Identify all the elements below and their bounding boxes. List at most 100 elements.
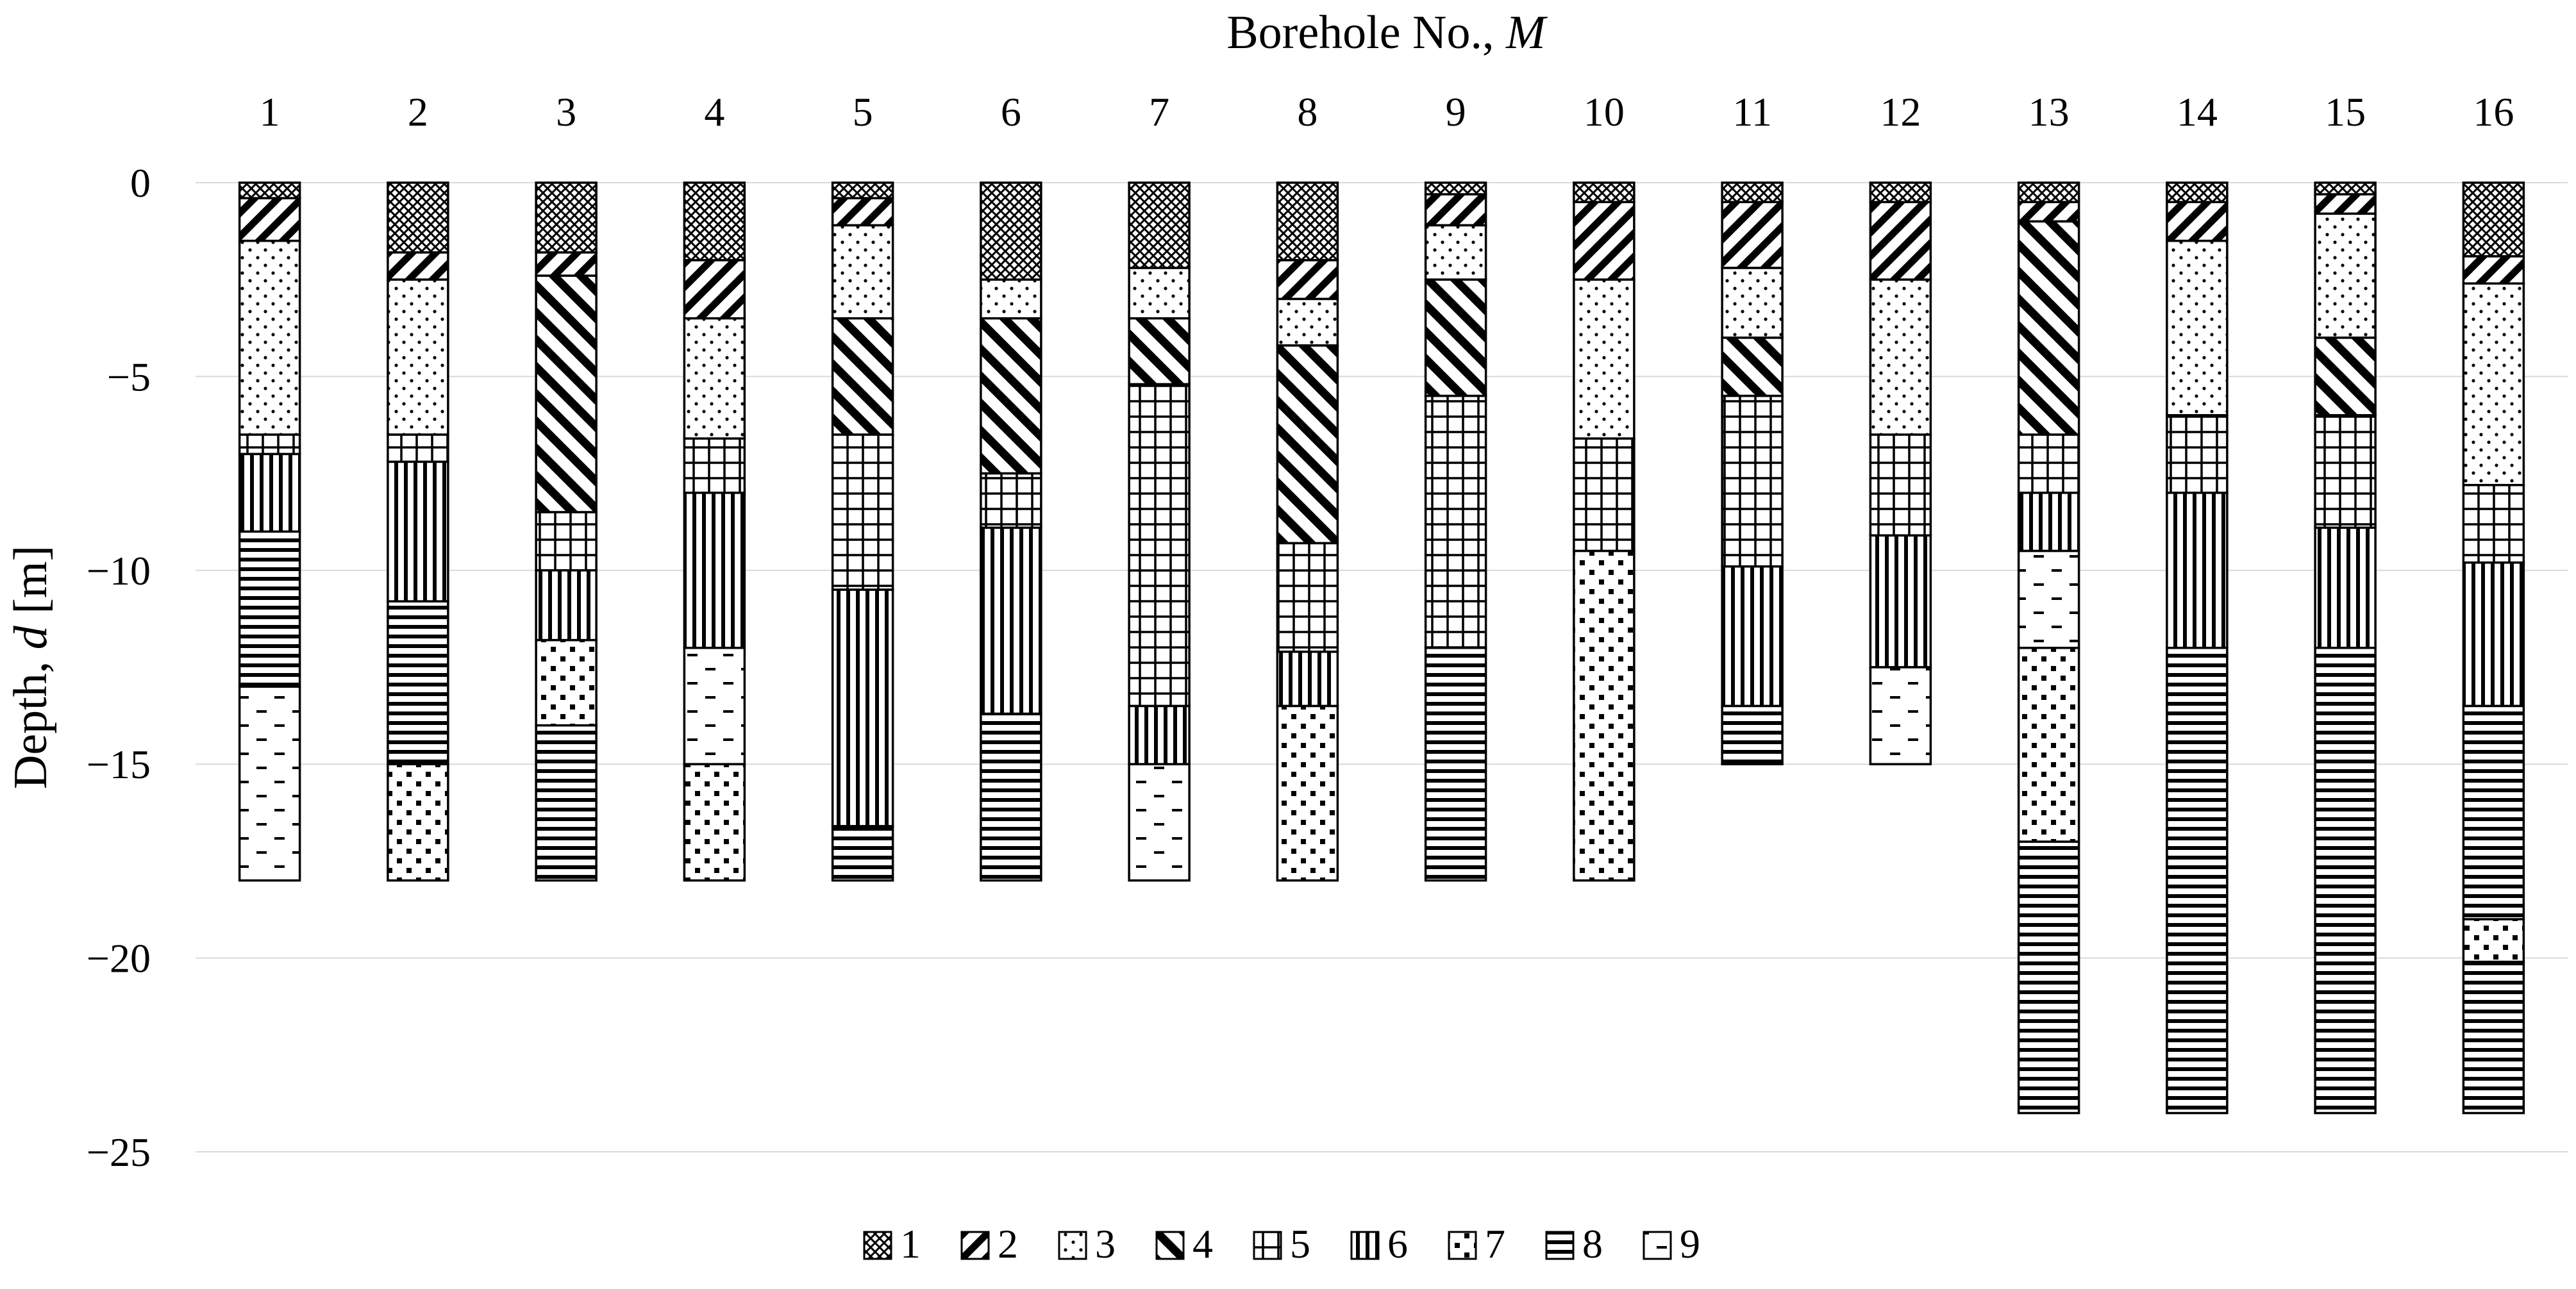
layer-segment	[980, 317, 1042, 475]
layer-segment	[1573, 278, 1635, 440]
legend-swatch	[863, 1231, 892, 1260]
layer-segment	[1721, 565, 1784, 708]
layer-segment	[2462, 181, 2525, 258]
layer-segment	[238, 239, 301, 436]
legend: 1 2 3 4 5 6 7 8 9	[863, 1221, 1700, 1267]
layer-segment	[1869, 534, 1932, 669]
layer-segment	[683, 647, 746, 765]
layer-segment	[2017, 201, 2080, 223]
layer-segment	[1276, 344, 1339, 545]
borehole-column	[1424, 181, 1487, 882]
layer-segment	[238, 453, 301, 533]
y-tick-label: −20	[87, 936, 151, 981]
borehole-column	[2462, 181, 2525, 1115]
legend-label: 1	[900, 1221, 921, 1267]
borehole-column	[1721, 181, 1784, 765]
layer-segment	[2166, 181, 2229, 203]
layer-segment	[1869, 181, 1932, 203]
layer-segment	[1276, 297, 1339, 347]
layer-segment	[2314, 193, 2377, 215]
layer-segment	[2462, 282, 2525, 486]
layer-segment	[535, 181, 598, 254]
layer-segment	[1869, 201, 1932, 281]
borehole-label: 14	[2177, 89, 2218, 135]
layer-segment	[980, 472, 1042, 529]
layer-segment	[535, 251, 598, 277]
borehole-label: 3	[556, 89, 576, 135]
borehole-label: 9	[1446, 89, 1466, 135]
legend-item: 4	[1155, 1221, 1213, 1267]
layer-segment	[1276, 704, 1339, 882]
layer-segment	[1721, 267, 1784, 339]
layer-segment	[2314, 337, 2377, 417]
borehole-column	[683, 181, 746, 882]
layer-segment	[2017, 220, 2080, 436]
layer-segment	[535, 638, 598, 727]
legend-label: 7	[1485, 1221, 1505, 1267]
layer-segment	[387, 278, 449, 436]
layer-segment	[535, 511, 598, 572]
layer-segment	[683, 492, 746, 649]
layer-segment	[980, 181, 1042, 281]
layer-segment	[1721, 337, 1784, 397]
layer-segment	[2017, 433, 2080, 494]
borehole-column	[980, 181, 1042, 882]
layer-segment	[683, 317, 746, 440]
legend-item: 6	[1350, 1221, 1408, 1267]
layer-segment	[2166, 201, 2229, 242]
layer-segment	[683, 763, 746, 882]
layer-segment	[238, 433, 301, 456]
layer-segment	[1424, 181, 1487, 195]
layer-segment	[1128, 383, 1191, 708]
borehole-label: 12	[1880, 89, 1921, 135]
x-axis-title: Borehole No., M	[1226, 6, 1548, 59]
layer-segment	[2462, 918, 2525, 963]
layer-segment	[1424, 224, 1487, 281]
legend-label: 6	[1387, 1221, 1408, 1267]
layer-segment	[1573, 549, 1635, 882]
layer-segment	[1721, 201, 1784, 269]
layer-segment	[831, 588, 894, 827]
layer-segment	[1424, 193, 1487, 227]
layer-segment	[831, 224, 894, 320]
borehole-label: 2	[408, 89, 428, 135]
legend-item: 3	[1058, 1221, 1116, 1267]
borehole-label: 16	[2473, 89, 2514, 135]
legend-label: 8	[1582, 1221, 1603, 1267]
layer-segment	[1128, 763, 1191, 882]
y-axis-title: Depth, d [m]	[4, 545, 57, 789]
legend-label: 5	[1290, 1221, 1310, 1267]
layer-segment	[1424, 647, 1487, 882]
legend-swatch	[1253, 1231, 1282, 1260]
y-tick-label: −5	[107, 354, 151, 399]
legend-swatch	[1448, 1231, 1477, 1260]
legend-swatch	[1058, 1231, 1087, 1260]
borehole-column	[2166, 181, 2229, 1115]
layer-segment	[2166, 239, 2229, 417]
layer-segment	[1869, 433, 1932, 537]
legend-item: 7	[1448, 1221, 1505, 1267]
borehole-column	[1128, 181, 1191, 882]
borehole-label: 8	[1297, 89, 1317, 135]
layer-segment	[980, 712, 1042, 882]
layer-segment	[1869, 666, 1932, 765]
borehole-label: 5	[853, 89, 873, 135]
axis-labels: 0 −5 −10 −15 −20 −25 Borehole No., M Depth, d […	[4, 6, 2514, 1175]
y-tick-label: 0	[130, 160, 151, 206]
layer-segment	[1424, 394, 1487, 649]
layer-segment	[238, 530, 301, 688]
layer-segment	[1869, 278, 1932, 436]
borehole-column	[831, 181, 894, 882]
layer-segment	[2017, 840, 2080, 1115]
layer-segment	[238, 181, 301, 199]
legend-label: 2	[998, 1221, 1018, 1267]
layer-segment	[1276, 651, 1339, 708]
legend-swatch	[960, 1231, 990, 1260]
layer-segment	[535, 569, 598, 642]
legend-item: 2	[960, 1221, 1018, 1267]
layer-segment	[1276, 181, 1339, 262]
layer-segment	[387, 181, 449, 254]
layer-segment	[238, 197, 301, 242]
legend-swatch	[1545, 1231, 1575, 1260]
